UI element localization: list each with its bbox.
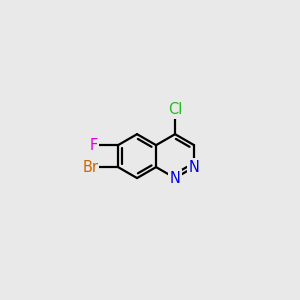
Text: F: F	[90, 138, 98, 153]
Text: Br: Br	[82, 160, 98, 175]
Text: N: N	[169, 171, 181, 186]
Text: N: N	[189, 160, 200, 175]
Text: Cl: Cl	[168, 102, 182, 117]
